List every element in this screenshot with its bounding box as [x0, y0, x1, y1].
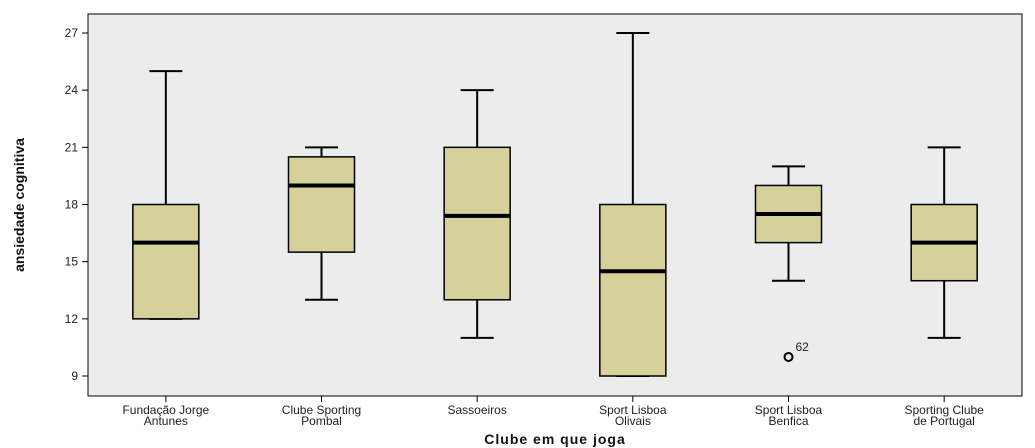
y-axis: 9 12 15 18 21 24 27 [65, 26, 88, 383]
y-axis-title: ansiedade cognitiva [11, 138, 27, 272]
box-item [599, 32, 667, 377]
box-iqr [599, 203, 667, 377]
x-tick-label: Benfica [768, 414, 808, 428]
x-tick-label: Sporting Clube [904, 403, 984, 417]
x-tick-label: de Portugal [913, 414, 974, 428]
box-item [132, 70, 200, 320]
y-tick-label: 21 [65, 140, 79, 154]
x-tick-label: Clube Sporting [282, 403, 361, 417]
x-tick-label: Sport Lisboa [755, 403, 823, 417]
x-tick-label: Antunes [144, 414, 188, 428]
plot-area [87, 13, 1023, 397]
y-tick-label: 12 [65, 312, 79, 326]
box-iqr [287, 156, 356, 253]
x-axis-title: Clube em que joga [484, 431, 625, 447]
y-tick-label: 9 [71, 369, 78, 383]
box-item [910, 146, 978, 339]
box-iqr [443, 146, 511, 301]
x-tick-label: Sassoeiros [447, 403, 506, 417]
x-tick-label: Sport Lisboa [599, 403, 667, 417]
boxes-group: 62 [132, 32, 978, 377]
x-tick-label: Pombal [301, 414, 342, 428]
box-iqr [132, 203, 200, 320]
outlier-point [783, 351, 794, 362]
y-tick-label: 24 [65, 83, 79, 97]
outlier-label: 62 [796, 340, 810, 354]
y-tick-label: 18 [65, 198, 79, 212]
y-tick-label: 15 [65, 255, 79, 269]
y-tick-label: 27 [65, 26, 79, 40]
box-item [287, 146, 356, 301]
x-tick-label: Olivais [615, 414, 651, 428]
box-item: 62 [754, 165, 823, 362]
box-item [443, 89, 511, 339]
x-tick-label: Fundação Jorge [122, 403, 209, 417]
